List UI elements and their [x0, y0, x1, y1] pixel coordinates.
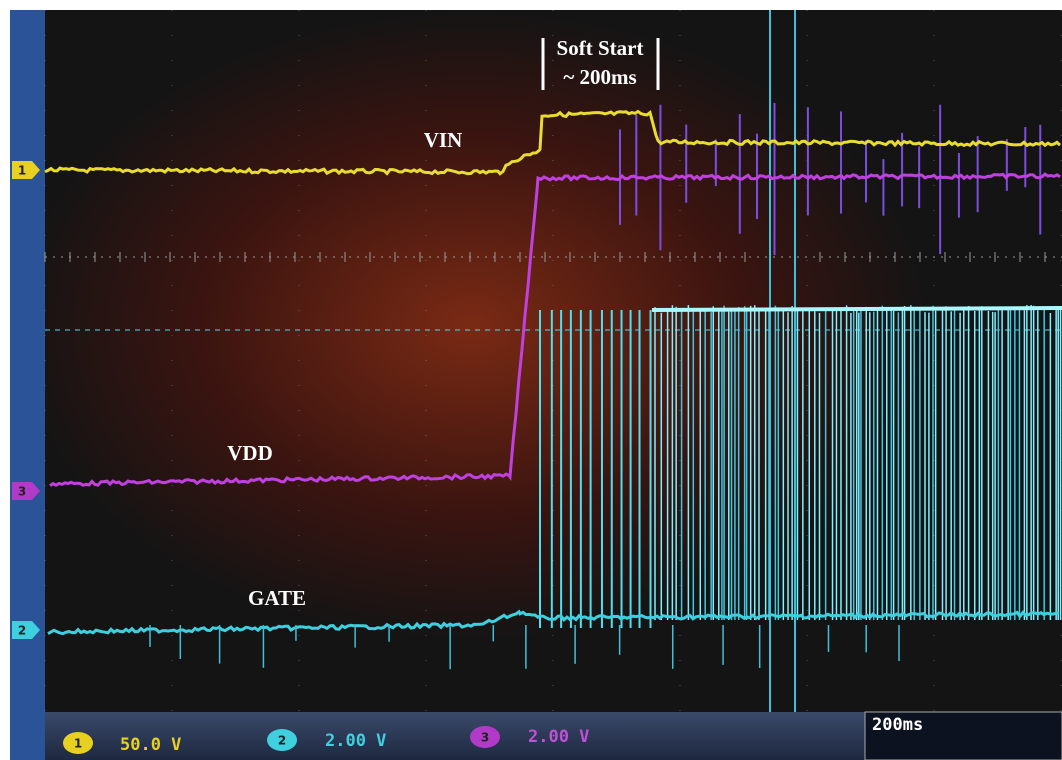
channel-badge: [267, 729, 297, 751]
channel-badge: [63, 732, 93, 754]
badge-text: 1: [74, 737, 82, 751]
marker-text: 2: [18, 624, 26, 638]
marker-shape: [12, 161, 40, 179]
left-frame: [10, 10, 45, 760]
channel-scale: 50.0 V: [120, 735, 181, 755]
badge-text: 2: [278, 734, 286, 748]
marker-text: 3: [18, 485, 26, 499]
trace-label: GATE: [248, 586, 306, 610]
annotation: Soft Start: [557, 36, 644, 60]
timebase-box: [864, 711, 1062, 760]
channel-marker: 3: [12, 482, 40, 500]
marker-shape: [12, 621, 40, 639]
marker-shape: [12, 482, 40, 500]
trace-label: VIN: [424, 128, 463, 152]
channel-marker: 2: [12, 621, 40, 639]
pulse-top: [651, 306, 1062, 312]
marker-text: 1: [18, 164, 26, 178]
timebase: 200ms: [872, 715, 923, 735]
waveforms: [44, 103, 1062, 670]
badge-text: 3: [481, 731, 489, 745]
trace-label: VDD: [227, 441, 273, 465]
channel-badge: [470, 726, 500, 748]
channel-scale: 2.00 V: [325, 731, 386, 751]
trace: [44, 109, 1062, 176]
annotation: ~ 200ms: [563, 65, 636, 89]
channel-marker: 1: [12, 161, 40, 179]
soft-start-bracket: [541, 38, 660, 90]
trace: [47, 609, 1060, 636]
trace: [49, 172, 1061, 487]
channel-scale: 2.00 V: [528, 727, 589, 747]
